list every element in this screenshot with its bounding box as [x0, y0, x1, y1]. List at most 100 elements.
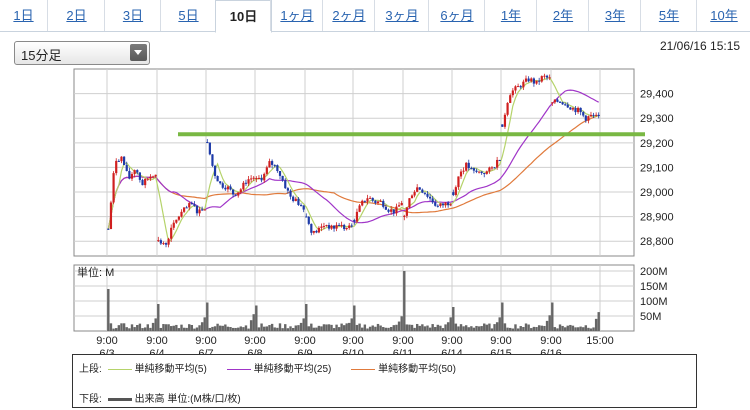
- tab-13[interactable]: 5年: [640, 0, 697, 31]
- tab-4[interactable]: 5日: [160, 0, 216, 31]
- volume-bar: [286, 328, 290, 331]
- candle-body: [115, 160, 118, 174]
- tab-5[interactable]: 10日: [215, 0, 272, 33]
- volume-bar: [117, 325, 121, 331]
- volume-bar: [392, 325, 395, 331]
- tab-12[interactable]: 3年: [588, 0, 641, 31]
- volume-bar: [566, 325, 569, 331]
- volume-bar: [574, 327, 577, 331]
- candle-body: [509, 95, 512, 103]
- tab-14[interactable]: 10年: [696, 0, 750, 31]
- volume-bar: [291, 327, 295, 331]
- candle-body: [392, 209, 395, 214]
- candle-body: [408, 198, 411, 208]
- volume-bar: [415, 323, 419, 331]
- tab-10[interactable]: 1年: [484, 0, 537, 31]
- candle-body: [470, 168, 473, 170]
- volume-bar: [368, 326, 372, 331]
- tab-7[interactable]: 2ヶ月: [322, 0, 375, 31]
- candle-body: [130, 174, 134, 179]
- volume-bar: [218, 325, 222, 331]
- candle-body: [574, 108, 577, 113]
- volume-bar: [169, 326, 173, 331]
- tab-3[interactable]: 3日: [104, 0, 161, 31]
- candle-body: [579, 107, 582, 113]
- volume-tick-label: 100M: [640, 296, 668, 308]
- volume-bar: [265, 326, 269, 331]
- candle-body: [302, 205, 305, 210]
- candle-body: [511, 90, 514, 96]
- volume-bar: [213, 326, 217, 331]
- tab-6[interactable]: 1ヶ月: [270, 0, 323, 31]
- volume-bar: [532, 326, 536, 331]
- volume-bar: [231, 327, 235, 331]
- volume-bar: [454, 323, 458, 331]
- volume-bar: [459, 324, 463, 331]
- candle-body: [428, 196, 432, 199]
- candle-body: [434, 202, 437, 206]
- volume-bar: [470, 326, 473, 331]
- time-label: 9:00: [96, 335, 117, 347]
- candle-body: [208, 142, 211, 155]
- period-tabs: 1日 2日 3日 5日 10日 1ヶ月 2ヶ月 3ヶ月 6ヶ月 1年 2年 3年 5年 10年: [0, 0, 750, 33]
- tab-2[interactable]: 2日: [47, 0, 105, 31]
- candle-body: [297, 198, 300, 205]
- chevron-down-icon[interactable]: [130, 44, 147, 61]
- candle-body: [400, 202, 403, 206]
- candle-body: [410, 195, 414, 199]
- candle-body: [475, 170, 478, 172]
- candle-body: [387, 209, 390, 212]
- volume-bar: [198, 325, 201, 331]
- tab-8[interactable]: 3ヶ月: [374, 0, 429, 31]
- volume-bar: [278, 323, 282, 331]
- candle-body: [231, 189, 235, 195]
- volume-bar: [195, 327, 199, 331]
- volume-bar: [511, 328, 515, 331]
- candle-body: [226, 186, 230, 190]
- volume-bar: [224, 324, 227, 331]
- candle-body: [144, 178, 147, 186]
- legend-upper-label: 上段:: [79, 364, 102, 375]
- candle-body: [180, 211, 183, 217]
- volume-bar: [312, 327, 316, 331]
- candle-body: [263, 173, 266, 181]
- candle-body: [164, 243, 168, 245]
- candle-body: [457, 176, 460, 188]
- candle-body: [125, 165, 128, 171]
- candle-body: [292, 196, 295, 202]
- legend-lower-label: 下段:: [79, 394, 102, 405]
- tab-1[interactable]: 1日: [13, 8, 34, 23]
- legend-ma25-label: 単純移動平均(25): [253, 364, 332, 375]
- volume-bar: [358, 323, 361, 331]
- volume-bar: [423, 326, 427, 331]
- volume-bar: [527, 324, 530, 331]
- candle-body: [273, 164, 276, 166]
- volume-bar: [299, 322, 303, 331]
- volume-bar: [226, 326, 230, 331]
- ma50-swatch: [351, 368, 376, 370]
- tab-11[interactable]: 2年: [536, 0, 589, 31]
- candle-body: [109, 202, 113, 229]
- candle-body: [382, 200, 385, 207]
- candle-body: [527, 78, 530, 82]
- ma50-line: [107, 114, 599, 230]
- volume-bar: [234, 327, 237, 331]
- tab-9[interactable]: 6ヶ月: [428, 0, 485, 31]
- candle-body: [211, 154, 214, 166]
- volume-bar: [297, 325, 300, 331]
- volume-bar: [530, 328, 533, 331]
- volume-bar: [345, 323, 348, 331]
- volume-bar: [146, 324, 149, 331]
- volume-bar: [462, 326, 465, 331]
- candle-body: [206, 142, 209, 144]
- volume-bar: [109, 323, 113, 331]
- candle-body: [112, 173, 115, 203]
- time-label: 15:00: [586, 335, 614, 347]
- candle-body: [265, 167, 268, 174]
- price-tick-label: 29,100: [640, 162, 674, 174]
- volume-bar: [366, 328, 369, 331]
- interval-select[interactable]: 15分足: [14, 41, 150, 65]
- volume-bar: [332, 328, 336, 331]
- volume-bar: [185, 327, 188, 331]
